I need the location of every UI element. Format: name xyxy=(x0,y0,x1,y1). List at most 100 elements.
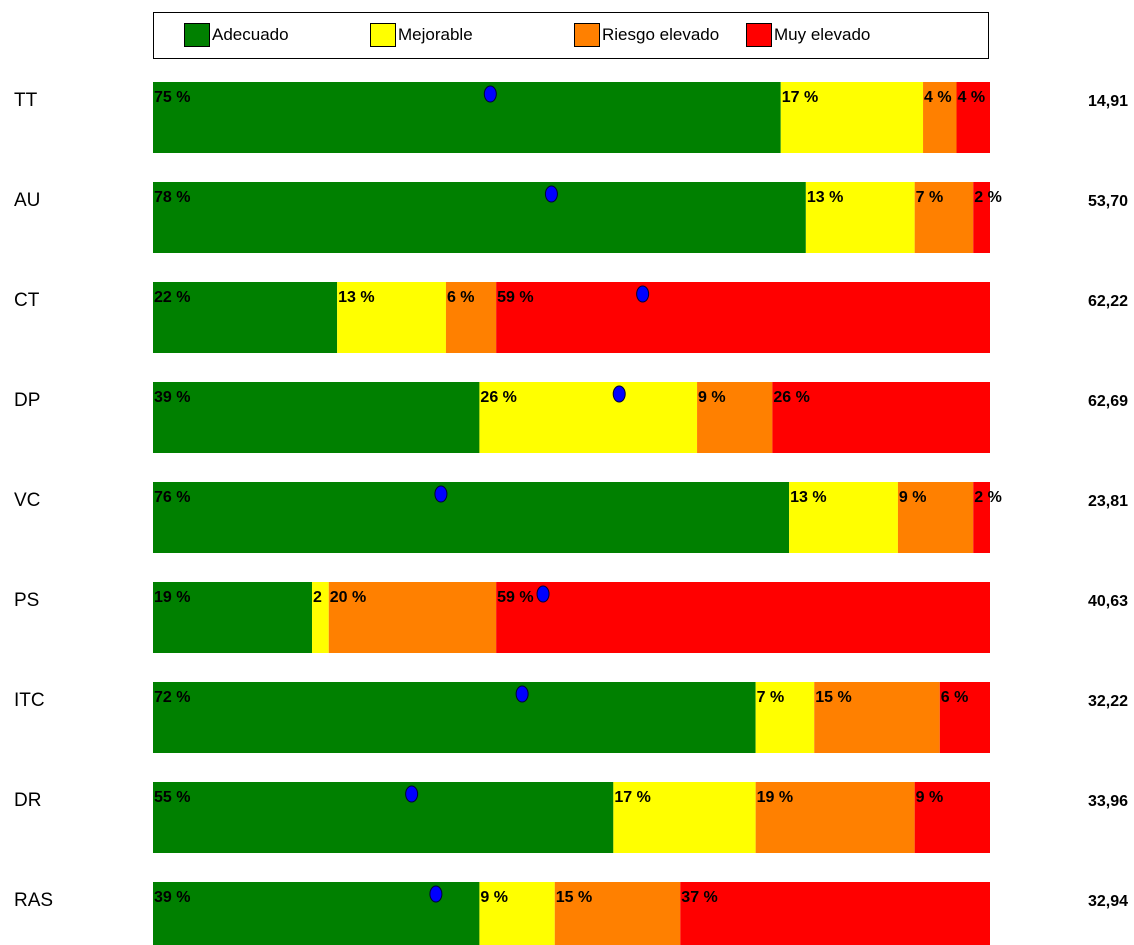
segment-label-ps-4: 59 % xyxy=(497,589,533,606)
row-total-dr: 33,96 xyxy=(1088,793,1128,810)
segment-label-vc-3: 9 % xyxy=(899,489,927,506)
row-label-ps: PS xyxy=(14,590,39,611)
segment-label-vc-2: 13 % xyxy=(790,489,826,506)
bar-segment-tt-1 xyxy=(153,82,781,153)
mean-marker-dr xyxy=(405,785,419,803)
bar-segment-itc-4 xyxy=(939,682,990,753)
bar-segment-dr-4 xyxy=(914,782,990,853)
mean-marker-ct xyxy=(636,285,650,303)
bar-segment-ps-3 xyxy=(328,582,497,653)
row-label-ras: RAS xyxy=(14,890,53,911)
segment-label-dr-3: 19 % xyxy=(757,789,793,806)
row-total-ras: 32,94 xyxy=(1088,893,1128,910)
segment-label-ras-1: 39 % xyxy=(154,889,190,906)
legend-label-mejorable: Mejorable xyxy=(398,25,473,44)
bar-segment-dr-3 xyxy=(755,782,915,853)
legend-swatch-muy-elevado xyxy=(746,23,772,47)
bar-segment-ct-1 xyxy=(153,282,338,353)
legend-item-adecuado: Adecuado xyxy=(184,23,289,47)
row-total-dp: 62,69 xyxy=(1088,393,1128,410)
bar-segment-itc-2 xyxy=(755,682,815,753)
bar-segment-dp-2 xyxy=(479,382,698,453)
legend-label-adecuado: Adecuado xyxy=(212,25,289,44)
bar-segment-ps-1 xyxy=(153,582,313,653)
bar-segment-dr-1 xyxy=(153,782,614,853)
mean-marker-ps xyxy=(536,585,550,603)
legend: Adecuado Mejorable Riesgo elevado Muy el… xyxy=(153,12,989,59)
segment-label-vc-4: 2 % xyxy=(974,489,1002,506)
segment-label-dr-4: 9 % xyxy=(916,789,944,806)
segment-label-itc-2: 7 % xyxy=(757,689,785,706)
row-label-itc: ITC xyxy=(14,690,45,711)
row-label-au: AU xyxy=(14,190,40,211)
bar-segment-tt-2 xyxy=(780,82,924,153)
bar-segment-dp-3 xyxy=(697,382,773,453)
row-label-vc: VC xyxy=(14,490,40,511)
bar-segment-vc-2 xyxy=(789,482,898,553)
bar-segment-dp-1 xyxy=(153,382,480,453)
bar-segment-tt-3 xyxy=(923,82,957,153)
bar-segment-dr-2 xyxy=(613,782,756,853)
segment-label-tt-2: 17 % xyxy=(782,89,818,106)
mean-marker-ras xyxy=(429,885,443,903)
segment-label-tt-4: 4 % xyxy=(958,89,986,106)
segment-label-tt-3: 4 % xyxy=(924,89,952,106)
segment-label-itc-4: 6 % xyxy=(941,689,969,706)
bar-segment-ct-2 xyxy=(337,282,446,353)
segment-label-ps-2: 2 xyxy=(313,589,322,606)
legend-swatch-mejorable xyxy=(370,23,396,47)
bar-segment-dp-4 xyxy=(772,382,990,453)
legend-item-riesgo-elevado: Riesgo elevado xyxy=(574,23,719,47)
bar-segment-ct-4 xyxy=(496,282,990,353)
bar-segment-vc-3 xyxy=(897,482,974,553)
legend-label-muy-elevado: Muy elevado xyxy=(774,25,871,44)
bar-segment-ct-3 xyxy=(445,282,497,353)
segment-label-au-1: 78 % xyxy=(154,189,190,206)
segment-label-ps-1: 19 % xyxy=(154,589,190,606)
bar-segment-vc-4 xyxy=(973,482,990,553)
bar-segment-ps-4 xyxy=(496,582,990,653)
mean-marker-vc xyxy=(434,485,448,503)
bar-segment-au-4 xyxy=(973,182,990,253)
legend-swatch-riesgo-elevado xyxy=(574,23,600,47)
segment-label-ct-2: 13 % xyxy=(338,289,374,306)
segment-label-ct-4: 59 % xyxy=(497,289,533,306)
segment-label-vc-1: 76 % xyxy=(154,489,190,506)
segment-label-itc-1: 72 % xyxy=(154,689,190,706)
row-total-vc: 23,81 xyxy=(1088,493,1128,510)
segment-label-au-2: 13 % xyxy=(807,189,843,206)
bar-segment-ras-1 xyxy=(153,882,480,945)
mean-marker-au xyxy=(544,185,558,203)
segment-label-dp-3: 9 % xyxy=(698,389,726,406)
bar-segment-itc-3 xyxy=(814,682,940,753)
row-label-tt: TT xyxy=(14,90,38,111)
bar-segment-vc-1 xyxy=(153,482,790,553)
segment-label-dp-4: 26 % xyxy=(773,389,809,406)
mean-marker-dp xyxy=(612,385,626,403)
bar-segment-au-2 xyxy=(805,182,915,253)
segment-label-itc-3: 15 % xyxy=(815,689,851,706)
legend-label-riesgo-elevado: Riesgo elevado xyxy=(602,25,720,44)
row-total-ct: 62,22 xyxy=(1088,293,1128,310)
segment-label-ct-1: 22 % xyxy=(154,289,190,306)
row-label-dp: DP xyxy=(14,390,40,411)
segment-label-au-4: 2 % xyxy=(974,189,1002,206)
bar-segment-ras-4 xyxy=(680,882,990,945)
row-total-tt: 14,91 xyxy=(1088,93,1128,110)
bar-segment-itc-1 xyxy=(153,682,756,753)
segment-label-ps-3: 20 % xyxy=(330,589,366,606)
row-label-ct: CT xyxy=(14,290,40,311)
mean-marker-tt xyxy=(483,85,497,103)
row-label-dr: DR xyxy=(14,790,41,811)
segment-label-ras-3: 15 % xyxy=(556,889,592,906)
bar-segment-ras-3 xyxy=(554,882,681,945)
segment-label-ras-2: 9 % xyxy=(480,889,508,906)
bar-segment-ps-2 xyxy=(312,582,329,653)
row-total-au: 53,70 xyxy=(1088,193,1128,210)
legend-swatch-adecuado xyxy=(184,23,210,47)
mean-marker-itc xyxy=(515,685,529,703)
legend-item-muy-elevado: Muy elevado xyxy=(746,23,870,47)
segment-label-dr-2: 17 % xyxy=(614,789,650,806)
bar-segment-ras-2 xyxy=(479,882,555,945)
